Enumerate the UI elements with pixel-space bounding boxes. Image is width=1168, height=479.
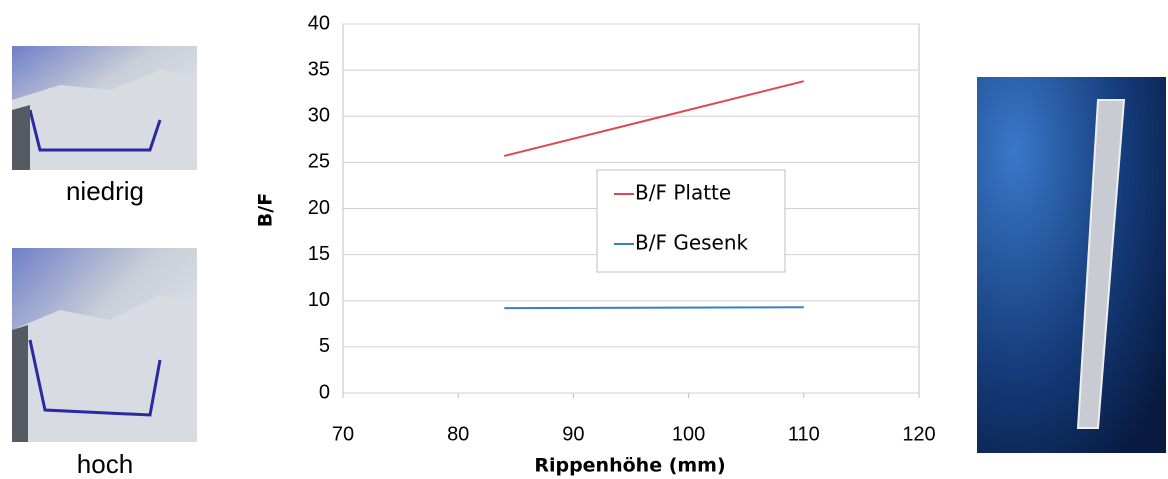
legend-box xyxy=(596,169,786,273)
y-tick-label: 5 xyxy=(319,335,330,357)
y-tick-label: 35 xyxy=(308,58,330,80)
image-label: hoch xyxy=(77,449,133,479)
illustration-high xyxy=(12,248,197,442)
x-tick-label: 120 xyxy=(902,423,935,445)
y-tick-label: 15 xyxy=(308,243,330,265)
photo xyxy=(977,77,1166,453)
x-tick-label: 70 xyxy=(332,423,354,445)
x-axis-title: Rippenhöhe (mm) xyxy=(534,455,725,477)
image-label: niedrig xyxy=(66,176,144,206)
x-tick-label: 110 xyxy=(788,423,820,445)
y-tick-label: 25 xyxy=(308,151,330,173)
series-line xyxy=(504,80,805,157)
series-line xyxy=(504,306,804,310)
y-tick-label: 20 xyxy=(308,197,330,219)
y-tick-label: 30 xyxy=(308,105,330,127)
y-tick-label: 10 xyxy=(308,289,330,311)
illustration-low xyxy=(12,46,197,170)
legend-label: B/F Platte xyxy=(635,181,731,205)
x-tick-label: 90 xyxy=(562,423,584,445)
y-axis-title: B/F xyxy=(255,193,277,227)
y-tick-label: 40 xyxy=(308,12,330,34)
x-tick-label: 100 xyxy=(672,423,705,445)
y-tick-label: 0 xyxy=(319,381,330,403)
x-tick-label: 80 xyxy=(447,423,469,445)
legend-label: B/F Gesenk xyxy=(635,231,749,255)
